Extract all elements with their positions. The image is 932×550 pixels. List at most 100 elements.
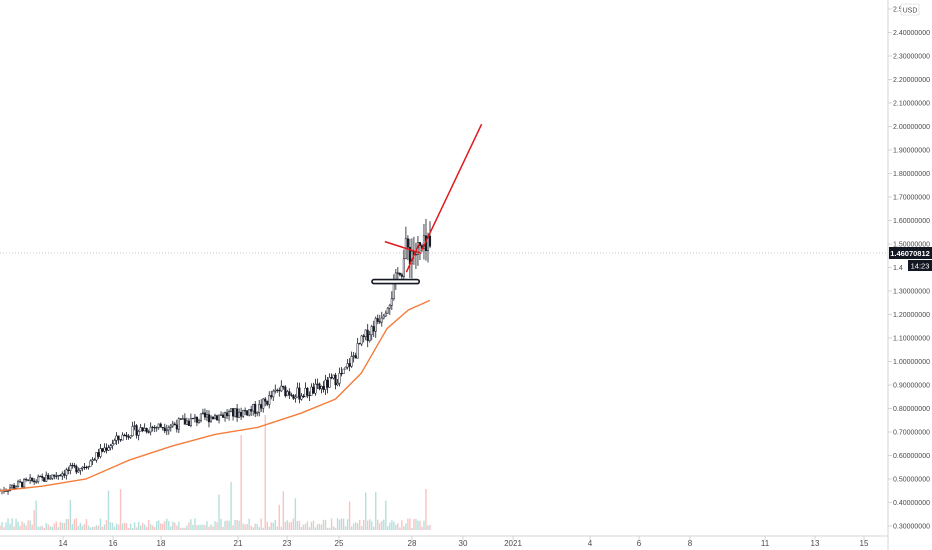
volume-bar: [367, 520, 369, 530]
volume-bar: [35, 500, 37, 530]
candle-body: [314, 383, 317, 394]
volume-bar: [286, 520, 289, 530]
candle-body: [165, 429, 168, 432]
volume-bar: [369, 519, 371, 530]
volume-bar: [334, 527, 337, 530]
volume-bar: [160, 523, 162, 530]
countdown-text: 14:23: [911, 262, 930, 271]
candle-body: [95, 452, 98, 461]
x-tick-label: 11: [761, 539, 770, 548]
candle-body: [402, 258, 405, 277]
candle-body: [19, 481, 22, 483]
x-tick-label: 23: [283, 539, 292, 548]
candle-body: [262, 398, 265, 409]
candle-body: [91, 459, 94, 462]
y-tick-label: 2.5: [893, 7, 903, 14]
volume-bar: [373, 526, 375, 530]
volume-bar: [427, 525, 429, 530]
candle-body: [193, 416, 196, 419]
x-tick-label: 30: [459, 539, 468, 548]
candle-body: [278, 389, 281, 392]
candle-body: [29, 477, 32, 481]
volume-bar: [328, 527, 331, 530]
volume-bar: [336, 518, 339, 530]
candle-body: [236, 408, 239, 418]
candle-body: [87, 466, 90, 468]
volume-bar: [226, 520, 228, 530]
currency-label: USD: [900, 3, 920, 16]
volume-bar: [210, 524, 212, 530]
volume-bar: [27, 520, 29, 530]
volume-bar: [429, 524, 431, 530]
volume-bar: [238, 520, 240, 530]
volume-bar: [306, 521, 309, 530]
volume-bar: [204, 525, 206, 530]
volume-bar: [362, 519, 365, 530]
volume-bar: [19, 525, 21, 530]
volume-layer: [0, 415, 431, 530]
candle-body: [155, 427, 158, 429]
volume-bar: [121, 523, 124, 530]
candle-body: [161, 427, 164, 429]
volume-bar: [51, 526, 53, 530]
volume-bar: [0, 525, 1, 530]
candle-body: [171, 423, 174, 427]
candle-body: [173, 423, 176, 426]
candle-body: [334, 374, 337, 386]
candle-body: [230, 408, 233, 412]
candle-body: [121, 434, 124, 441]
candle-body: [209, 416, 213, 423]
volume-bar: [401, 520, 403, 530]
volume-bar: [85, 519, 88, 530]
volume-bar: [91, 526, 94, 530]
volume-bar: [312, 520, 315, 530]
volume-bar: [63, 523, 65, 530]
candle-body: [294, 396, 297, 399]
volume-bar: [248, 518, 250, 530]
x-tick-label: 21: [234, 539, 243, 548]
volume-bar: [236, 519, 238, 530]
volume-bar: [260, 518, 262, 530]
candle-body: [213, 415, 217, 420]
candle-body: [79, 468, 82, 471]
volume-bar: [75, 518, 78, 530]
candle-body: [260, 404, 263, 409]
pennant-lower-trendline: [405, 243, 420, 273]
volume-bar: [397, 523, 399, 530]
candle-body: [93, 459, 96, 461]
candle-body: [45, 474, 48, 482]
volume-bar: [365, 492, 367, 530]
volume-bar: [95, 525, 98, 530]
candles-layer: [0, 218, 432, 495]
volume-bar: [125, 523, 128, 530]
y-tick-label: 1.20000000: [893, 312, 930, 319]
y-tick-label: 2.30000000: [893, 54, 930, 61]
volume-bar: [252, 527, 254, 530]
candle-body: [274, 389, 277, 392]
y-axis[interactable]: 2.5 2.40000000 2.30000000 2.20000000 2.10000…: [888, 7, 930, 531]
volume-bar: [340, 518, 343, 530]
volume-bar: [208, 526, 210, 530]
volume-bar: [250, 525, 252, 530]
candle-body: [374, 318, 377, 332]
candle-body: [296, 387, 299, 398]
candle-body: [185, 420, 188, 425]
candle-body: [312, 386, 315, 394]
candle-body: [195, 416, 198, 423]
candle-body: [254, 403, 257, 414]
drawings-layer: [371, 123, 483, 285]
volume-bar: [135, 527, 138, 530]
candle-body: [107, 447, 110, 451]
volume-bar: [377, 519, 379, 530]
y-tick-label: 1.10000000: [893, 336, 930, 343]
volume-bar: [73, 519, 76, 530]
candle-body: [41, 476, 44, 478]
candle-body: [300, 395, 303, 400]
y-tick-label: 1.70000000: [893, 195, 930, 202]
candle-body: [396, 272, 399, 274]
candle-body: [21, 481, 24, 488]
candle-body: [242, 410, 245, 417]
volume-bar: [196, 525, 198, 530]
x-axis[interactable]: 14 16 18 21 23 25 28 30 2021 4 6 8 11 13 15: [59, 536, 869, 548]
